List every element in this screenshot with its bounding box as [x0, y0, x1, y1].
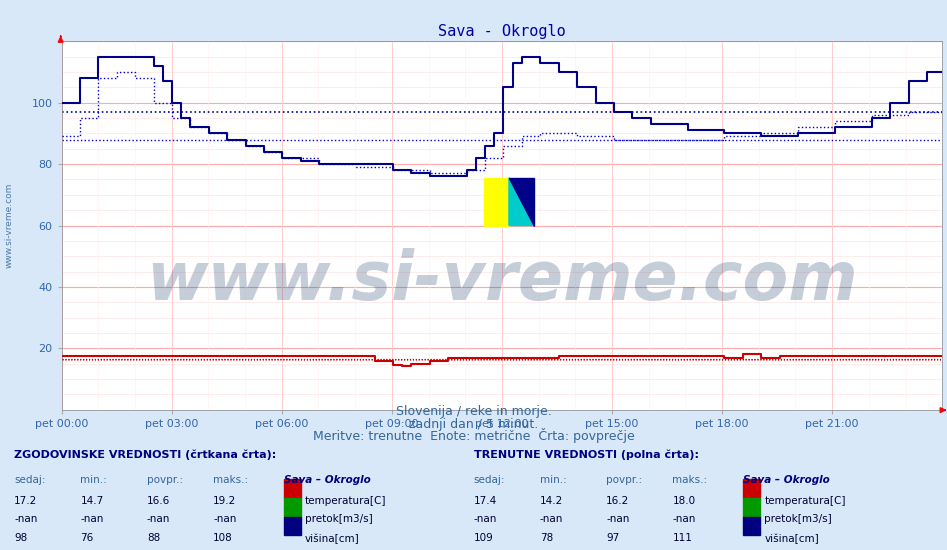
Text: 14.2: 14.2	[540, 496, 563, 505]
Text: sedaj:: sedaj:	[474, 475, 505, 485]
Text: www.si-vreme.com: www.si-vreme.com	[5, 183, 14, 268]
Text: 17.4: 17.4	[474, 496, 497, 505]
Text: temperatura[C]: temperatura[C]	[305, 496, 386, 505]
Text: -nan: -nan	[80, 514, 104, 525]
Text: Sava – Okroglo: Sava – Okroglo	[284, 475, 371, 485]
FancyBboxPatch shape	[484, 178, 509, 226]
Text: -nan: -nan	[606, 514, 630, 525]
Bar	[743, 516, 760, 535]
Bar	[743, 498, 760, 516]
Text: 97: 97	[606, 534, 619, 543]
Text: 98: 98	[14, 534, 27, 543]
Text: -nan: -nan	[147, 514, 170, 525]
Text: ZGODOVINSKE VREDNOSTI (črtkana črta):: ZGODOVINSKE VREDNOSTI (črtkana črta):	[14, 450, 277, 460]
Text: povpr.:: povpr.:	[147, 475, 183, 485]
Text: višina[cm]: višina[cm]	[764, 534, 819, 544]
Polygon shape	[509, 178, 533, 226]
Text: Meritve: trenutne  Enote: metrične  Črta: povprečje: Meritve: trenutne Enote: metrične Črta: …	[313, 428, 634, 443]
Text: 16.2: 16.2	[606, 496, 630, 505]
Text: -nan: -nan	[540, 514, 563, 525]
Text: -nan: -nan	[474, 514, 497, 525]
Text: TRENUTNE VREDNOSTI (polna črta):: TRENUTNE VREDNOSTI (polna črta):	[474, 450, 699, 460]
Text: -nan: -nan	[213, 514, 237, 525]
Text: maks.:: maks.:	[213, 475, 248, 485]
Text: 109: 109	[474, 534, 493, 543]
Text: Sava – Okroglo: Sava – Okroglo	[743, 475, 831, 485]
Bar	[284, 516, 301, 535]
Text: Slovenija / reke in morje.: Slovenija / reke in morje.	[396, 405, 551, 418]
Title: Sava - Okroglo: Sava - Okroglo	[438, 24, 565, 38]
Text: pretok[m3/s]: pretok[m3/s]	[305, 514, 373, 525]
Text: 17.2: 17.2	[14, 496, 38, 505]
Text: povpr.:: povpr.:	[606, 475, 642, 485]
Bar	[284, 498, 301, 516]
Text: 14.7: 14.7	[80, 496, 104, 505]
Text: maks.:: maks.:	[672, 475, 707, 485]
Text: 18.0: 18.0	[672, 496, 695, 505]
Text: -nan: -nan	[14, 514, 38, 525]
Text: -nan: -nan	[672, 514, 696, 525]
Text: sedaj:: sedaj:	[14, 475, 45, 485]
Text: 88: 88	[147, 534, 160, 543]
Text: www.si-vreme.com: www.si-vreme.com	[146, 248, 858, 314]
Text: min.:: min.:	[80, 475, 107, 485]
Text: 16.6: 16.6	[147, 496, 170, 505]
Text: 19.2: 19.2	[213, 496, 237, 505]
Bar	[284, 479, 301, 498]
Text: 108: 108	[213, 534, 233, 543]
Text: pretok[m3/s]: pretok[m3/s]	[764, 514, 832, 525]
Text: 78: 78	[540, 534, 553, 543]
Polygon shape	[509, 178, 533, 226]
Text: višina[cm]: višina[cm]	[305, 534, 360, 544]
Text: min.:: min.:	[540, 475, 566, 485]
Text: temperatura[C]: temperatura[C]	[764, 496, 846, 505]
Text: zadnji dan / 5 minut.: zadnji dan / 5 minut.	[409, 418, 538, 431]
Bar	[743, 479, 760, 498]
Text: 76: 76	[80, 534, 94, 543]
Text: 111: 111	[672, 534, 692, 543]
